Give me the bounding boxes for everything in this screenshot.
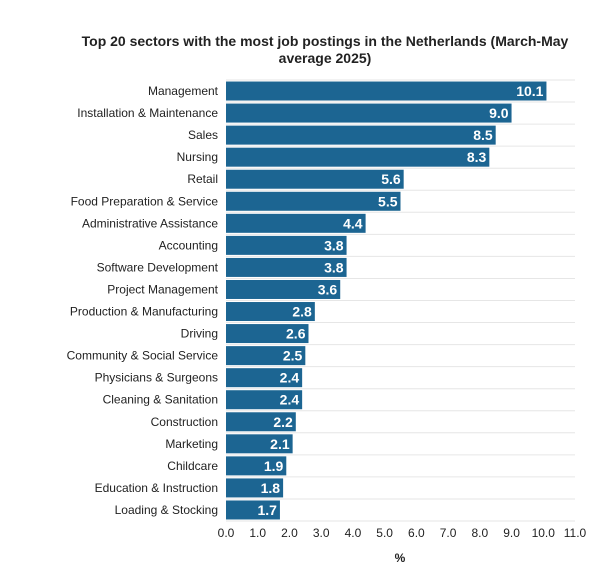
data-label: 2.8 [292,304,312,320]
data-label: 3.8 [324,259,344,275]
category-label: Nursing [177,150,218,164]
category-label: Production & Manufacturing [70,305,218,319]
category-label: Accounting [159,238,218,252]
x-axis-title: % [395,551,406,565]
data-label: 2.2 [273,414,293,430]
bar [226,103,512,123]
data-label: 5.5 [378,193,398,209]
category-label: Community & Social Service [67,349,219,363]
category-label: Software Development [97,260,219,274]
data-label: 2.5 [283,348,303,364]
bar [226,324,309,344]
bar [226,125,496,145]
category-label: Childcare [167,459,218,473]
data-label: 4.4 [343,215,363,231]
category-label: Driving [181,327,218,341]
x-tick-label: 1.0 [249,526,266,540]
data-label: 3.8 [324,237,344,253]
category-label: Sales [188,128,218,142]
data-label: 8.5 [473,127,493,143]
data-label: 1.7 [257,502,277,518]
bar [226,500,280,520]
bar [226,191,401,211]
category-label: Food Preparation & Service [71,194,219,208]
x-tick-label: 6.0 [408,526,425,540]
bar [226,279,341,299]
category-label: Retail [187,172,218,186]
bar [226,213,366,233]
bar [226,169,404,189]
x-tick-label: 7.0 [440,526,457,540]
category-label: Physicians & Surgeons [95,371,218,385]
x-tick-label: 10.0 [532,526,556,540]
bar [226,302,315,322]
data-label: 2.6 [286,326,306,342]
data-label: 2.1 [270,436,290,452]
category-label: Construction [151,415,218,429]
bar [226,368,303,388]
data-label: 9.0 [489,105,509,121]
bar [226,434,293,454]
bar [226,412,296,432]
category-label: Loading & Stocking [115,503,218,517]
category-label: Cleaning & Sanitation [103,393,218,407]
data-label: 3.6 [318,281,338,297]
data-label: 2.4 [280,392,300,408]
x-tick-label: 2.0 [281,526,298,540]
category-label: Management [148,84,219,98]
x-tick-label: 3.0 [313,526,330,540]
bar [226,81,547,101]
category-label: Education & Instruction [95,481,218,495]
data-label: 8.3 [467,149,487,165]
bar [226,147,490,167]
x-tick-label: 9.0 [503,526,520,540]
bar [226,257,347,277]
data-label: 1.8 [261,480,281,496]
bar [226,235,347,255]
bar [226,390,303,410]
category-label: Administrative Assistance [82,216,218,230]
x-tick-label: 4.0 [345,526,362,540]
chart-title: Top 20 sectors with the most job posting… [81,33,569,66]
data-label: 1.9 [264,458,284,474]
bar [226,346,306,366]
data-label: 10.1 [516,83,543,99]
bar [226,478,284,498]
category-label: Marketing [165,437,218,451]
x-tick-label: 0.0 [218,526,235,540]
data-label: 2.4 [280,370,300,386]
x-tick-label: 8.0 [471,526,488,540]
x-tick-label: 11.0 [564,526,587,540]
x-tick-label: 5.0 [376,526,393,540]
data-label: 5.6 [381,171,401,187]
bar [226,456,287,476]
category-label: Installation & Maintenance [77,106,218,120]
category-label: Project Management [107,282,218,296]
